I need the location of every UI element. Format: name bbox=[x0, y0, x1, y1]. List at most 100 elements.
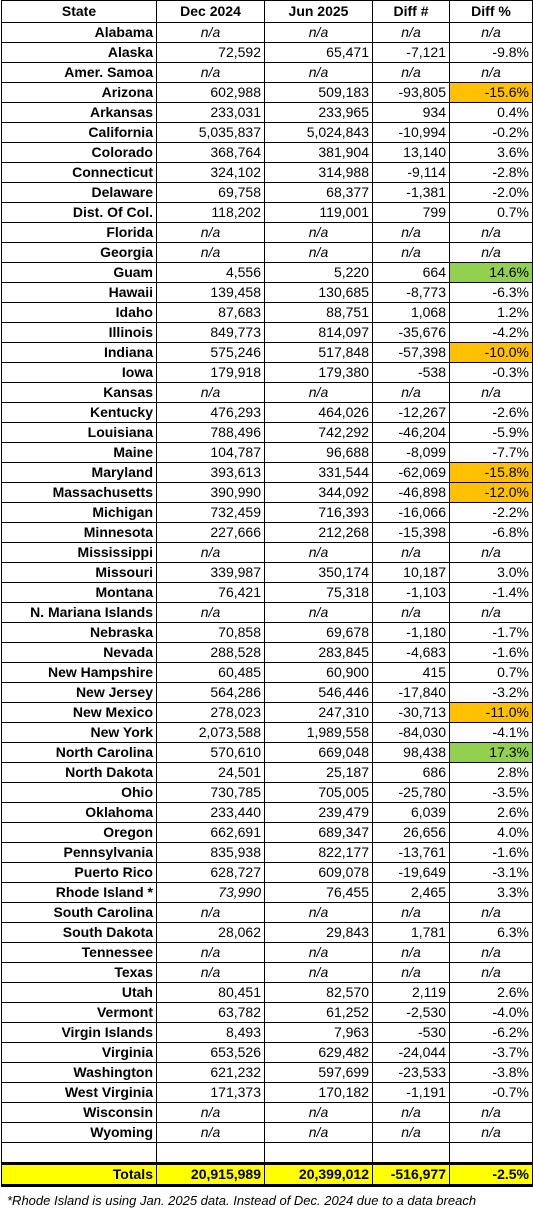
row: Alabama n/a n/a n/a n/a bbox=[1, 22, 533, 43]
totals-row: Totals 20,915,989 20,399,012 -516,977 -2.5% bbox=[1, 1162, 533, 1187]
row: Kentucky 476,293 464,026 -12,267 -2.6% bbox=[1, 402, 533, 423]
value-cell: -10.0% bbox=[449, 342, 533, 363]
value-cell: 119,001 bbox=[264, 202, 373, 223]
value-cell: 2,465 bbox=[372, 882, 450, 903]
value-cell: 0.7% bbox=[449, 202, 533, 223]
value-cell: -2.8% bbox=[449, 162, 533, 183]
value-cell: 662,691 bbox=[156, 822, 265, 843]
value-cell: 7,963 bbox=[264, 1022, 373, 1043]
row: Nevada 288,528 283,845 -4,683 -1.6% bbox=[1, 642, 533, 663]
value-cell: -3.7% bbox=[449, 1042, 533, 1063]
row: Vermont 63,782 61,252 -2,530 -4.0% bbox=[1, 1002, 533, 1023]
value-cell: -23,533 bbox=[372, 1062, 450, 1083]
value-cell: 705,005 bbox=[264, 782, 373, 803]
state-cell: West Virginia bbox=[1, 1082, 157, 1103]
value-cell: -6.2% bbox=[449, 1022, 533, 1043]
value-cell: -0.7% bbox=[449, 1082, 533, 1103]
row: South Dakota 28,062 29,843 1,781 6.3% bbox=[1, 922, 533, 943]
state-cell: Michigan bbox=[1, 502, 157, 523]
value-cell: 3.3% bbox=[449, 882, 533, 903]
value-cell: 716,393 bbox=[264, 502, 373, 523]
value-cell: 227,666 bbox=[156, 522, 265, 543]
state-cell: Virgin Islands bbox=[1, 1022, 157, 1043]
value-cell: -3.1% bbox=[449, 862, 533, 883]
row: Guam 4,556 5,220 664 14.6% bbox=[1, 262, 533, 283]
value-cell: n/a bbox=[372, 962, 450, 983]
value-cell: n/a bbox=[264, 62, 373, 83]
footnote: *Rhode Island is using Jan. 2025 data. I… bbox=[7, 1193, 477, 1208]
value-cell: -62,069 bbox=[372, 462, 450, 483]
header-cell: Dec 2024 bbox=[156, 0, 265, 23]
value-cell: n/a bbox=[372, 222, 450, 243]
state-cell: Texas bbox=[1, 962, 157, 983]
row: Oregon 662,691 689,347 26,656 4.0% bbox=[1, 822, 533, 843]
value-cell: 8,493 bbox=[156, 1022, 265, 1043]
value-cell: n/a bbox=[264, 222, 373, 243]
value-cell: 822,177 bbox=[264, 842, 373, 863]
value-cell: 139,458 bbox=[156, 282, 265, 303]
row: Ohio 730,785 705,005 -25,780 -3.5% bbox=[1, 782, 533, 803]
row: Pennsylvania 835,938 822,177 -13,761 -1.6% bbox=[1, 842, 533, 863]
row: Maryland 393,613 331,544 -62,069 -15.8% bbox=[1, 462, 533, 483]
value-cell: n/a bbox=[449, 62, 533, 83]
row: Montana 76,421 75,318 -1,103 -1.4% bbox=[1, 582, 533, 603]
value-cell: 344,092 bbox=[264, 482, 373, 503]
state-cell: Delaware bbox=[1, 182, 157, 203]
state-cell: California bbox=[1, 122, 157, 143]
value-cell: 170,182 bbox=[264, 1082, 373, 1103]
value-cell: 87,683 bbox=[156, 302, 265, 323]
value-cell: 76,455 bbox=[264, 882, 373, 903]
value-cell: n/a bbox=[264, 902, 373, 923]
value-cell: 69,758 bbox=[156, 182, 265, 203]
value-cell: -46,204 bbox=[372, 422, 450, 443]
value-cell: 689,347 bbox=[264, 822, 373, 843]
row: Arkansas 233,031 233,965 934 0.4% bbox=[1, 102, 533, 123]
value-cell: -4.1% bbox=[449, 722, 533, 743]
value-cell: -9.8% bbox=[449, 42, 533, 63]
value-cell: -530 bbox=[372, 1022, 450, 1043]
value-cell: -16,066 bbox=[372, 502, 450, 523]
value-cell: -8,099 bbox=[372, 442, 450, 463]
value-cell: 2.6% bbox=[449, 802, 533, 823]
state-cell: Indiana bbox=[1, 342, 157, 363]
value-cell: n/a bbox=[156, 222, 265, 243]
row: Dist. Of Col. 118,202 119,001 799 0.7% bbox=[1, 202, 533, 223]
value-cell: n/a bbox=[264, 1102, 373, 1123]
value-cell: -4.0% bbox=[449, 1002, 533, 1023]
state-cell: Pennsylvania bbox=[1, 842, 157, 863]
value-cell: n/a bbox=[264, 1122, 373, 1143]
value-cell: n/a bbox=[156, 382, 265, 403]
header-row: State Dec 2024 Jun 2025 Diff # Diff % bbox=[1, 0, 533, 23]
value-cell: 686 bbox=[372, 762, 450, 783]
row: Colorado 368,764 381,904 13,140 3.6% bbox=[1, 142, 533, 163]
value-cell: n/a bbox=[449, 1122, 533, 1143]
value-cell: n/a bbox=[372, 62, 450, 83]
value-cell: n/a bbox=[264, 22, 373, 43]
state-cell: Hawaii bbox=[1, 282, 157, 303]
spacer-cell bbox=[449, 1142, 533, 1164]
row: North Dakota 24,501 25,187 686 2.8% bbox=[1, 762, 533, 783]
value-cell: n/a bbox=[372, 242, 450, 263]
value-cell: n/a bbox=[372, 602, 450, 623]
state-cell: Dist. Of Col. bbox=[1, 202, 157, 223]
value-cell: 82,570 bbox=[264, 982, 373, 1003]
state-cell: Idaho bbox=[1, 302, 157, 323]
value-cell: 368,764 bbox=[156, 142, 265, 163]
value-cell: 288,528 bbox=[156, 642, 265, 663]
value-cell: 799 bbox=[372, 202, 450, 223]
state-cell: Wyoming bbox=[1, 1122, 157, 1143]
state-cell: Illinois bbox=[1, 322, 157, 343]
value-cell: 849,773 bbox=[156, 322, 265, 343]
value-cell: n/a bbox=[449, 22, 533, 43]
row: Massachusetts 390,990 344,092 -46,898 -12.0% bbox=[1, 482, 533, 503]
value-cell: 247,310 bbox=[264, 702, 373, 723]
value-cell: -24,044 bbox=[372, 1042, 450, 1063]
value-cell: n/a bbox=[264, 942, 373, 963]
row: Hawaii 139,458 130,685 -8,773 -6.3% bbox=[1, 282, 533, 303]
state-cell: Washington bbox=[1, 1062, 157, 1083]
value-cell: 283,845 bbox=[264, 642, 373, 663]
state-cell: Ohio bbox=[1, 782, 157, 803]
value-cell: 28,062 bbox=[156, 922, 265, 943]
row: West Virginia 171,373 170,182 -1,191 -0.7% bbox=[1, 1082, 533, 1103]
